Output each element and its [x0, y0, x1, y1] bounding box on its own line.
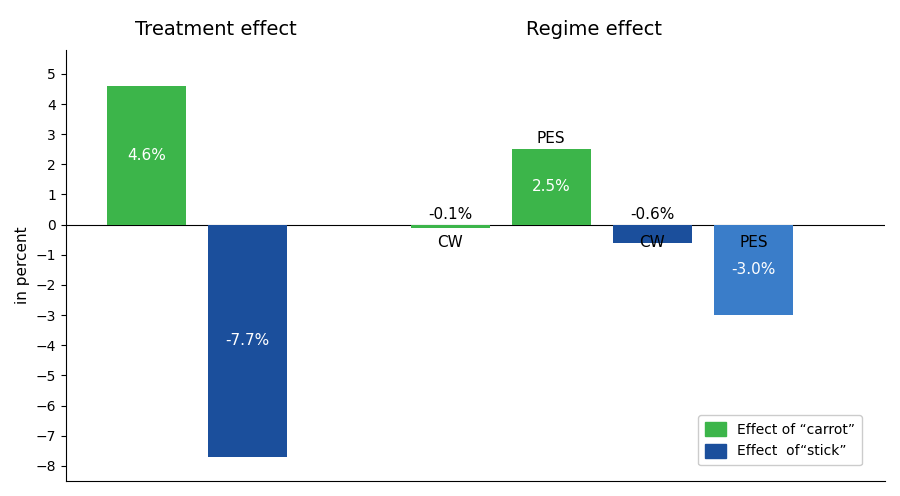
Text: -7.7%: -7.7%: [226, 333, 270, 348]
Bar: [410, 225, 490, 228]
Legend: Effect of “carrot”, Effect  of“stick”: Effect of “carrot”, Effect of“stick”: [698, 415, 861, 465]
Text: 4.6%: 4.6%: [127, 148, 166, 163]
Text: -0.6%: -0.6%: [630, 207, 675, 222]
Bar: [714, 225, 793, 315]
Y-axis label: in percent: in percent: [15, 227, 30, 304]
Text: Regime effect: Regime effect: [526, 20, 662, 39]
Text: CW: CW: [640, 235, 665, 250]
Text: PES: PES: [537, 130, 565, 146]
Text: CW: CW: [437, 235, 463, 250]
Bar: [512, 149, 590, 225]
Bar: [107, 86, 186, 225]
Text: 2.5%: 2.5%: [532, 180, 571, 194]
Bar: [209, 225, 287, 457]
Text: -0.1%: -0.1%: [428, 207, 472, 222]
Text: PES: PES: [739, 235, 768, 250]
Bar: [613, 225, 692, 243]
Text: -3.0%: -3.0%: [732, 262, 776, 277]
Text: Treatment effect: Treatment effect: [135, 20, 297, 39]
